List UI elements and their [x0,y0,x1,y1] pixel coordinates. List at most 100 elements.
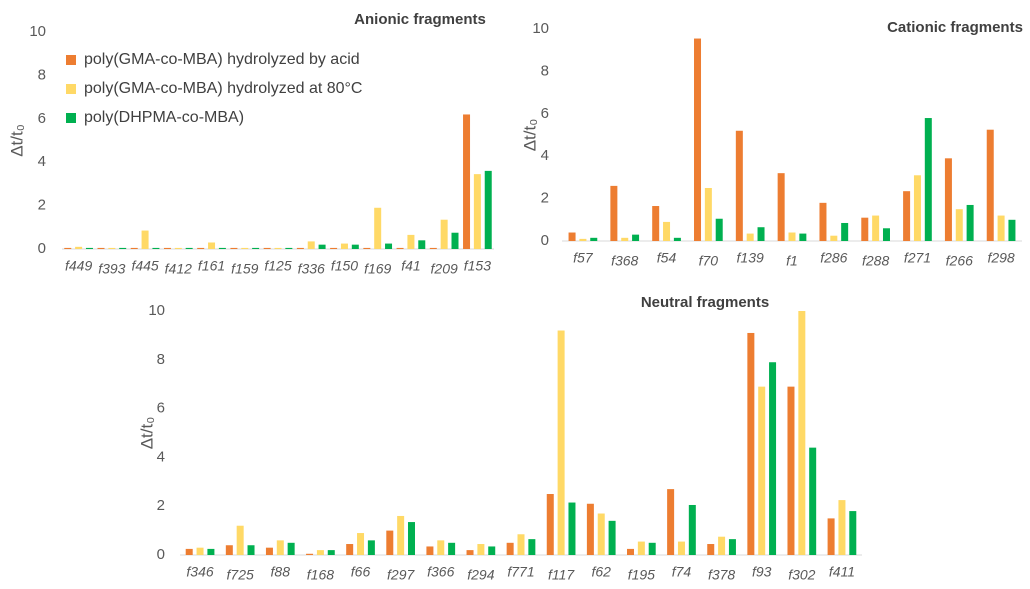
y-tick-label: 8 [541,62,549,79]
x-tick-label: f288 [862,253,889,269]
bar [966,204,974,241]
bar [557,330,565,555]
bar [728,539,736,555]
x-tick-label: f117 [548,567,575,583]
bar [396,247,404,249]
bar [185,548,193,555]
bar [196,547,204,555]
chart-title: Neutral fragments [641,294,769,311]
x-tick-label: f368 [611,253,638,269]
bar [861,217,869,241]
bar [528,539,536,555]
bar [597,513,605,555]
bar [307,241,315,249]
bar [426,546,434,555]
bar [185,247,193,249]
y-tick-label: 6 [541,105,549,122]
bar [285,247,293,249]
y-axis-label: Δt/t₀ [520,119,539,152]
bar [715,218,723,241]
x-tick-label: f169 [364,261,391,277]
bar [363,247,371,249]
bar [758,386,766,555]
x-tick-label: f168 [307,567,334,583]
x-tick-label: f161 [198,258,225,274]
bar [997,215,1005,241]
bar [506,542,514,555]
bar [351,244,359,249]
y-tick-label: 10 [148,302,165,319]
bar [484,170,492,249]
x-tick-label: f336 [298,261,325,277]
bar [397,515,405,555]
bar [546,494,554,555]
y-tick-label: 0 [157,546,165,563]
bar [119,247,127,249]
bar [944,158,952,241]
bar [330,247,338,249]
x-tick-label: f294 [467,567,494,583]
y-tick-label: 4 [541,147,549,164]
bar [241,247,249,249]
bar [152,247,160,249]
bar [296,247,304,249]
y-tick-label: 4 [157,448,165,465]
x-tick-label: f159 [231,261,258,277]
bar [287,542,295,555]
bar [488,546,496,555]
bar [586,503,594,555]
x-tick-label: f93 [752,564,772,580]
legend-swatch [66,113,76,123]
chart-title: Cationic fragments [887,19,1023,36]
y-tick-label: 6 [157,400,165,417]
bar [648,542,656,555]
bar [788,232,796,241]
bar [230,247,238,249]
x-tick-label: f412 [165,261,192,277]
bar [809,447,817,555]
bar [340,243,348,249]
bar [924,118,932,241]
x-tick-label: f88 [271,564,291,580]
x-tick-label: f125 [264,258,291,274]
y-tick-label: 2 [541,190,549,207]
x-tick-label: f411 [829,564,855,580]
bar [218,247,226,249]
bar [327,550,335,555]
bar [85,247,93,249]
x-tick-label: f725 [227,567,254,583]
bar [374,207,382,249]
bar [718,536,726,555]
x-tick-label: f286 [820,250,847,266]
bar [627,548,635,555]
bar [418,240,426,249]
x-tick-label: f74 [672,564,692,580]
y-tick-label: 2 [38,197,46,214]
y-tick-label: 4 [38,153,46,170]
bar [769,362,777,555]
bar [579,238,587,241]
x-tick-label: f449 [65,258,92,274]
bar [236,525,244,555]
y-tick-label: 6 [38,110,46,127]
bar [357,533,365,555]
bar [316,550,324,555]
bar [913,175,921,241]
y-tick-label: 2 [157,497,165,514]
bar [97,247,105,249]
bar [827,518,835,555]
bar [346,544,354,555]
bar [75,246,83,249]
x-tick-label: f393 [98,261,125,277]
x-tick-label: f302 [788,567,815,583]
bar [787,386,795,555]
bar [385,243,393,249]
bar [841,222,849,241]
bar [477,544,485,555]
y-tick-label: 8 [38,66,46,83]
x-tick-label: f195 [628,567,655,583]
bar [437,540,445,555]
x-tick-label: f297 [387,567,415,583]
x-tick-label: f41 [401,258,420,274]
